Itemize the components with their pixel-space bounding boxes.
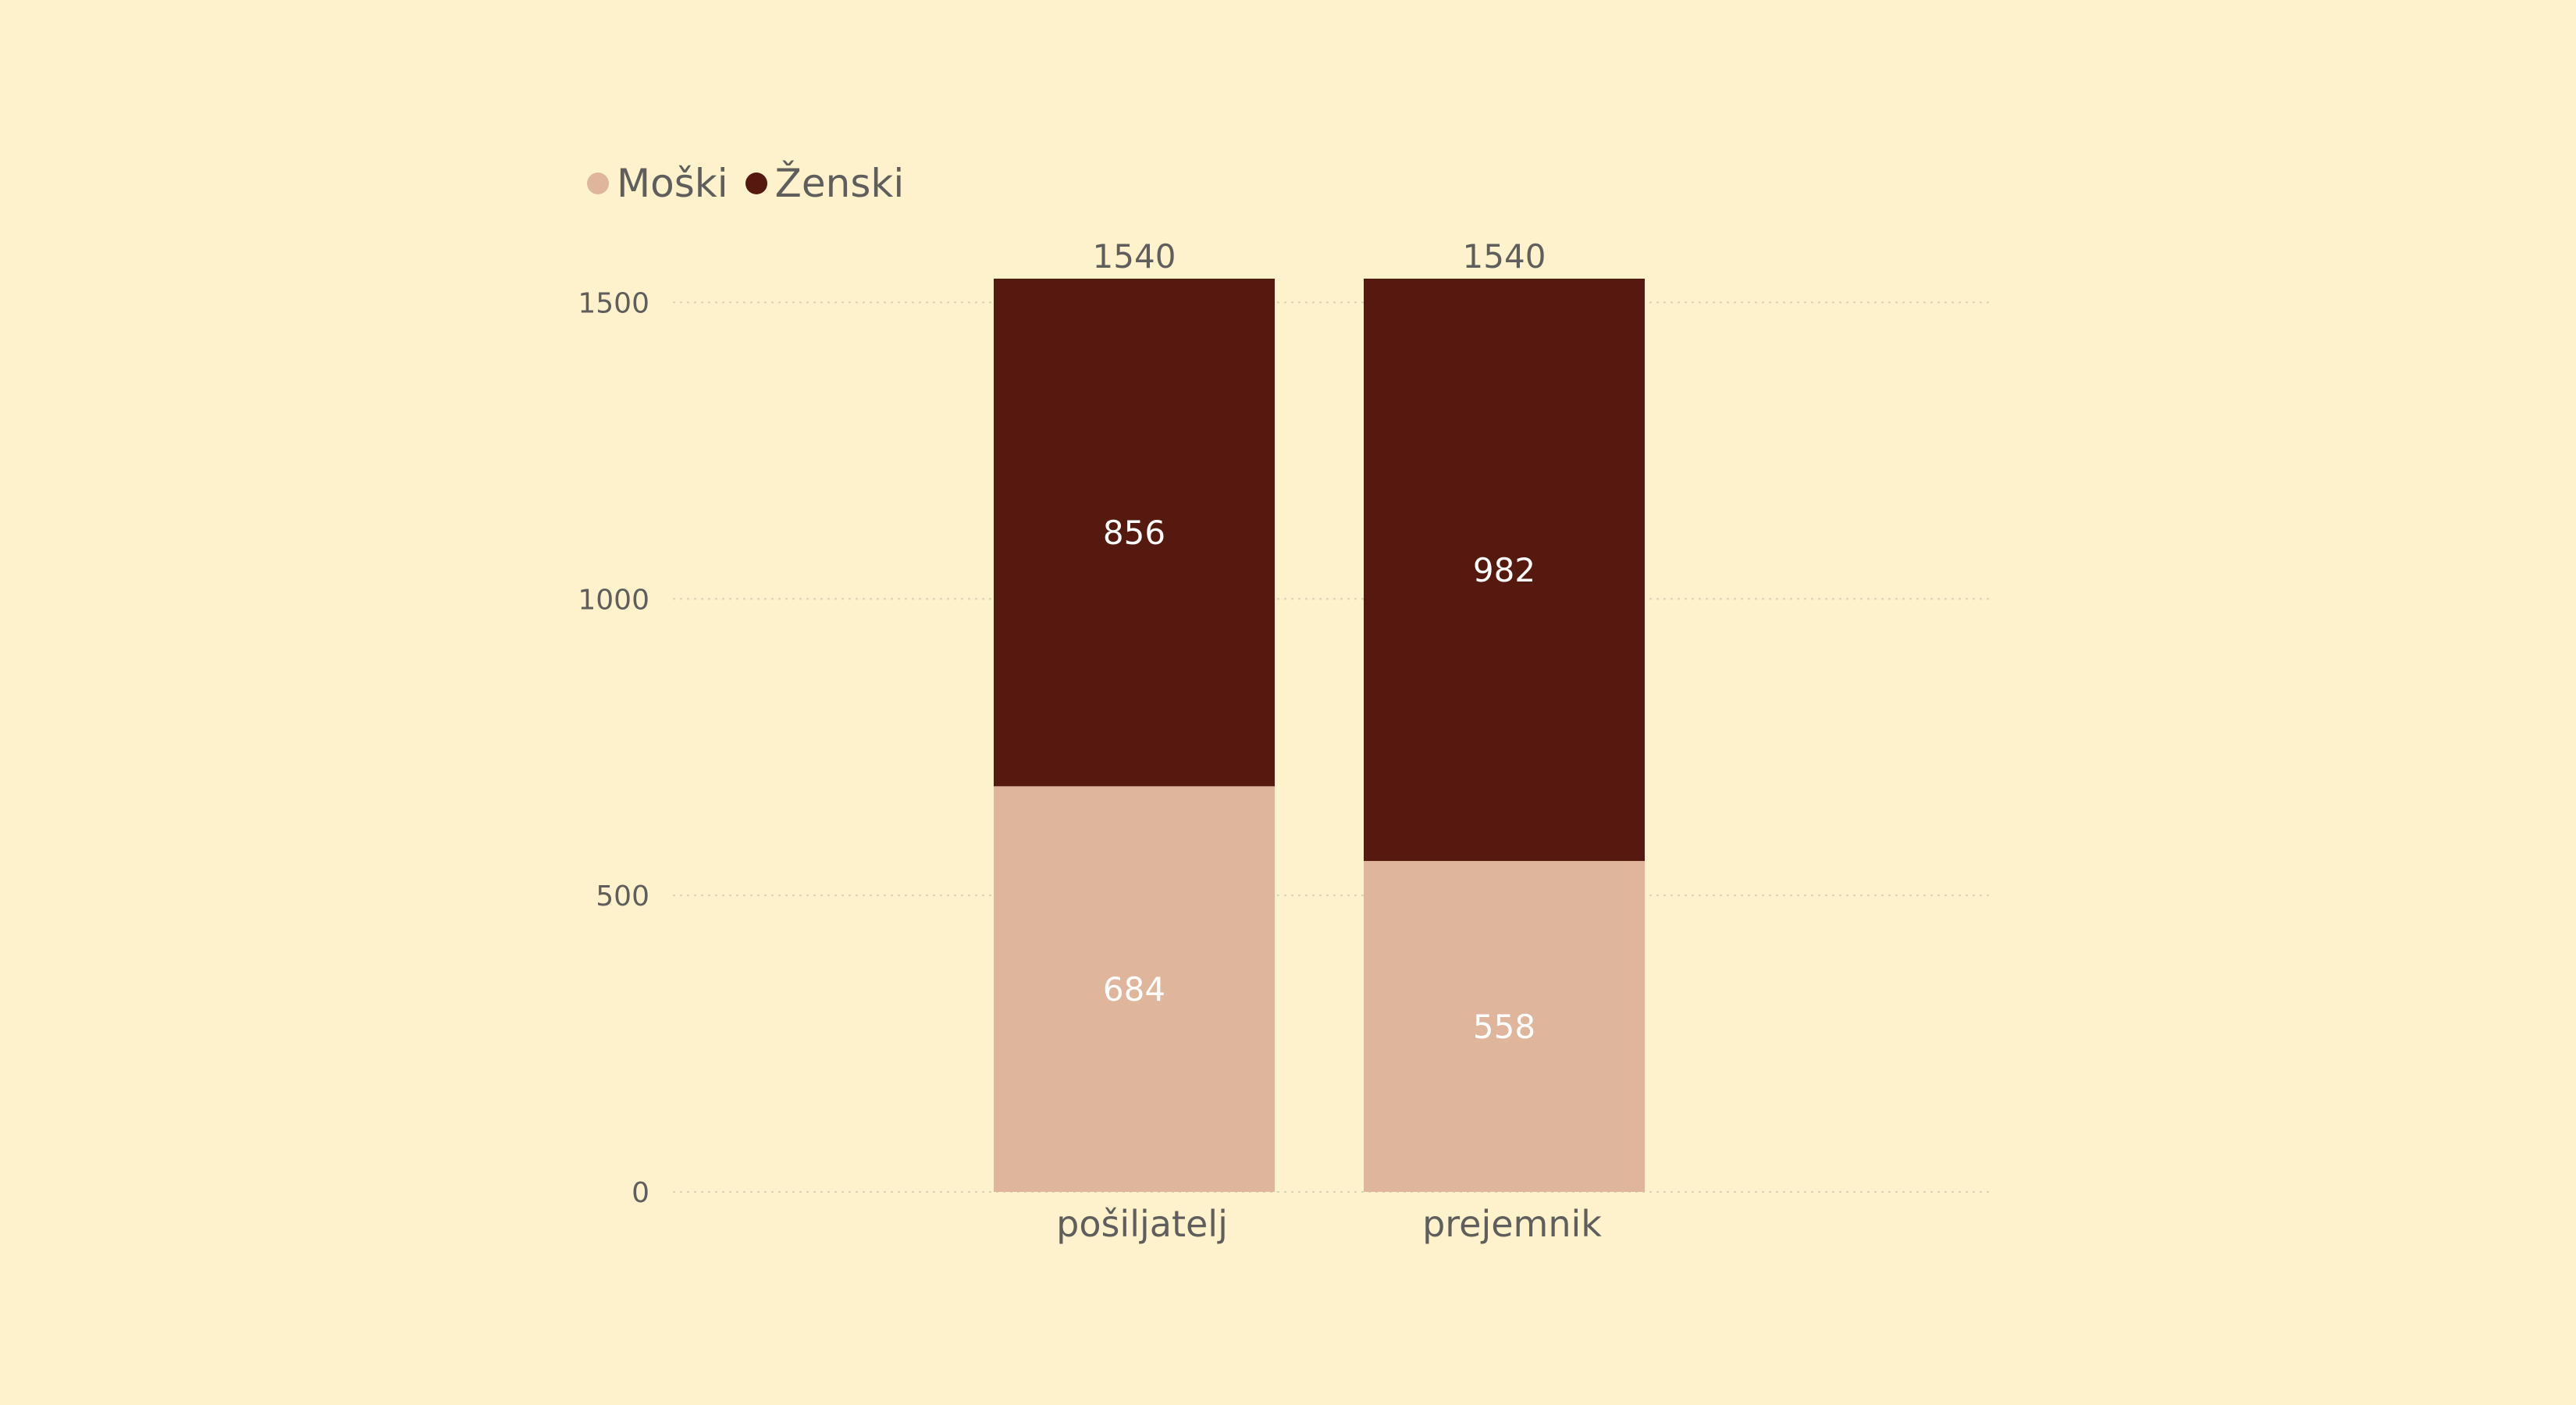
legend: Moški Ženski (587, 156, 904, 211)
legend-label-zenski: Ženski (774, 161, 905, 206)
x-category-label-0: pošiljatelj (1056, 1203, 1228, 1245)
y-tick-label-1000: 1000 (578, 584, 649, 616)
legend-item-moski[interactable]: Moški (587, 161, 728, 206)
bar-moski-0[interactable] (994, 786, 1275, 1192)
x-category-label-1: prejemnik (1422, 1203, 1602, 1245)
y-tick-label-1500: 1500 (578, 287, 649, 319)
legend-swatch-moski (587, 173, 609, 194)
total-label-0: 1540 (1093, 237, 1176, 276)
data-label-zenski-1: 982 (1473, 551, 1535, 589)
data-label-moski-1: 558 (1473, 1008, 1535, 1046)
data-label-moski-0: 684 (1103, 970, 1165, 1008)
bar-moski-1[interactable] (1364, 861, 1645, 1192)
y-tick-label-0: 0 (632, 1177, 649, 1209)
y-tick-label-500: 500 (596, 880, 649, 912)
legend-swatch-zenski (745, 173, 767, 194)
total-label-1: 1540 (1463, 237, 1546, 276)
bar-zenski-1[interactable] (1364, 279, 1645, 862)
legend-item-zenski[interactable]: Ženski (745, 161, 905, 206)
legend-label-moski: Moški (617, 161, 728, 206)
bar-zenski-0[interactable] (994, 279, 1275, 787)
data-label-zenski-0: 856 (1103, 514, 1165, 552)
